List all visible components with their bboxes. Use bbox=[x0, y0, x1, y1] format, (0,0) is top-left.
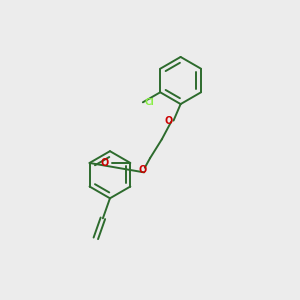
Text: O: O bbox=[164, 116, 172, 126]
Text: Cl: Cl bbox=[144, 98, 154, 107]
Text: O: O bbox=[101, 158, 109, 168]
Text: O: O bbox=[139, 165, 147, 175]
